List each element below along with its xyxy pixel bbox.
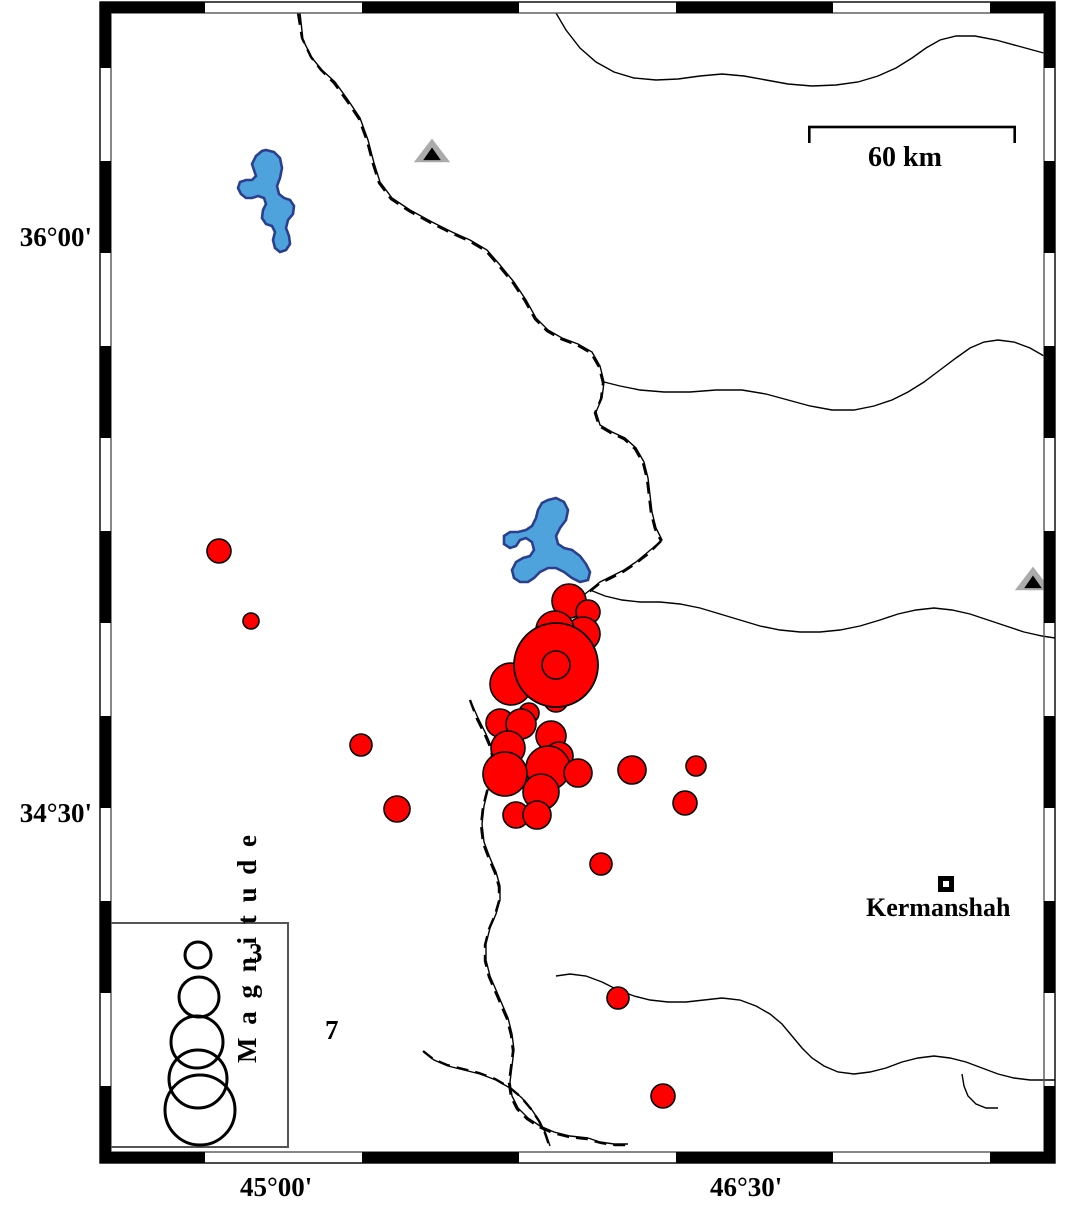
map-content — [111, 13, 1055, 1148]
map-frame-tick-bottom — [100, 1152, 205, 1163]
province-boundaries — [299, 13, 1055, 1147]
map-frame-tick-left — [100, 346, 111, 438]
x-axis-label-45-00: 45°00' — [240, 1172, 313, 1202]
earthquake-epicenter — [685, 755, 707, 777]
lake-northwest — [236, 148, 296, 254]
earthquake-epicenter — [672, 790, 698, 816]
legend-box — [111, 922, 289, 1148]
scale-bar-tick-right — [1013, 127, 1016, 143]
earthquake-epicenters — [206, 538, 707, 1109]
seismic-stations — [413, 138, 1052, 591]
earthquake-epicenter — [482, 751, 528, 797]
legend-magnitude-circle — [163, 1073, 237, 1147]
legend-max-magnitude-label: 7 — [325, 1015, 339, 1045]
seismic-station-inner-triangle-icon — [1024, 575, 1042, 589]
earthquake-epicenter — [563, 758, 593, 788]
lake-darbandikhan — [502, 496, 592, 584]
legend-magnitude-circle — [183, 940, 213, 970]
map-frame-tick-left — [100, 901, 111, 993]
scale-bar-label: 60 km — [868, 142, 942, 173]
map-frame-tick-right — [1044, 2, 1055, 68]
map-frame-tick-right — [1044, 346, 1055, 438]
map-frame-tick-right — [1044, 716, 1055, 808]
map-frame-tick-left — [100, 2, 111, 68]
map-frame-tick-right — [1044, 161, 1055, 253]
map-frame-tick-top — [362, 2, 519, 13]
map-frame-tick-bottom — [990, 1152, 1055, 1163]
y-axis-label-34-30: 34°30' — [19, 798, 92, 828]
earthquake-epicenter — [383, 795, 411, 823]
y-axis-label-36-00: 36°00' — [19, 222, 92, 252]
mainshock-epicenter — [513, 622, 599, 708]
earthquake-epicenter — [650, 1083, 676, 1109]
map-frame-tick-left — [100, 716, 111, 808]
scale-bar-tick-left — [808, 127, 811, 143]
map-frame-tick-left — [100, 531, 111, 623]
earthquake-epicenter — [589, 852, 613, 876]
mainshock-inner-ring — [541, 650, 571, 680]
earthquake-epicenter — [349, 733, 373, 757]
map-frame-tick-right — [1044, 901, 1055, 993]
map-frame-tick-bottom — [676, 1152, 833, 1163]
map-frame-tick-right — [1044, 531, 1055, 623]
x-axis-label-46-30: 46°30' — [710, 1172, 783, 1202]
map-frame-tick-left — [100, 1086, 111, 1163]
earthquake-epicenter — [522, 800, 552, 830]
map-frame-tick-left — [100, 161, 111, 253]
city-marker-center-icon — [943, 881, 949, 887]
scale-bar — [808, 125, 1016, 143]
legend-magnitude-circle — [167, 1048, 229, 1110]
earthquake-epicenter — [606, 986, 630, 1010]
seismic-station-inner-triangle-icon — [423, 147, 441, 161]
earthquake-epicenter — [242, 612, 260, 630]
scale-bar-line — [808, 125, 1016, 129]
legend-min-magnitude-label: 3 — [249, 938, 263, 968]
city-markers — [938, 876, 954, 892]
map-frame-tick-top — [676, 2, 833, 13]
city-label-kermanshah: Kermanshah — [866, 893, 1011, 922]
map-frame-tick-top — [100, 2, 205, 13]
magnitude-legend — [111, 922, 289, 1148]
map-frame-tick-bottom — [362, 1152, 519, 1163]
legend-title: M a g n i t u d e — [232, 831, 262, 1063]
map-frame-tick-top — [990, 2, 1055, 13]
earthquake-epicenter — [617, 755, 647, 785]
international-border — [296, 13, 663, 1147]
legend-magnitude-circle — [169, 1014, 225, 1070]
map-frame — [99, 1, 1056, 1164]
earthquake-epicenter — [206, 538, 232, 564]
map-frame-tick-right — [1044, 1086, 1055, 1163]
